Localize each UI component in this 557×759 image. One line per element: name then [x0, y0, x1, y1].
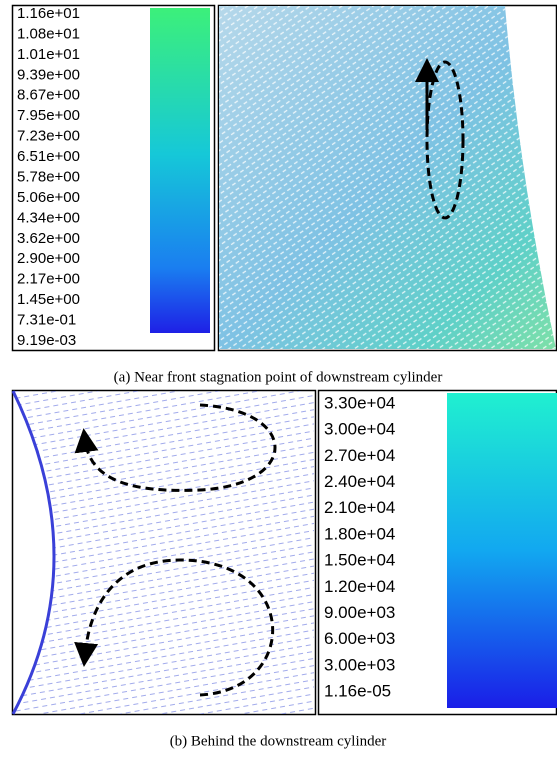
legend-label: 9.39e+00: [17, 66, 80, 83]
legend-labels: 1.16e+01 1.08e+01 1.01e+01 9.39e+00 8.67e+00…: [17, 5, 80, 349]
cylinder-wall: [11, 390, 56, 715]
legend-label: 6.51e+00: [17, 148, 80, 165]
vectors: [219, 6, 556, 349]
legend-label: 7.95e+00: [17, 107, 80, 124]
recirculation-path: [425, 60, 465, 220]
legend-label: 1.20e+04: [324, 577, 395, 596]
legend-label: 1.80e+04: [324, 524, 395, 543]
legend-label: 5.78e+00: [17, 168, 80, 185]
recirculation-path: [74, 403, 277, 492]
caption: (a) Near front stagnation point of downs…: [114, 369, 443, 385]
legend-label: 2.70e+04: [324, 446, 395, 465]
legend-label: 3.00e+04: [324, 420, 395, 439]
legend-label: 3.62e+00: [17, 230, 80, 247]
legend-label: 2.90e+00: [17, 250, 80, 267]
legend-label: 9.19e-03: [17, 332, 76, 349]
legend-labels: 3.30e+04 3.00e+04 2.70e+04 2.40e+04 2.10e+04…: [324, 393, 395, 700]
legend-label: 1.16e-05: [324, 681, 391, 700]
caption: (b) Behind the downstream cylinder: [170, 733, 387, 749]
colorbar: [447, 393, 557, 708]
legend-label: 3.30e+04: [324, 393, 395, 412]
legend-label: 8.67e+00: [17, 87, 80, 104]
panel-b: 3.30e+04 3.00e+04 2.70e+04 2.40e+04 2.10e+04…: [11, 389, 557, 749]
legend-label: 6.00e+03: [324, 629, 395, 648]
legend-label: 1.50e+04: [324, 551, 395, 570]
vectors: [13, 391, 314, 714]
legend-label: 2.10e+04: [324, 498, 395, 517]
colorbar: [150, 8, 210, 333]
legend-label: 7.23e+00: [17, 128, 80, 145]
recirculation-path: [74, 558, 275, 697]
legend-label: 2.40e+04: [324, 472, 395, 491]
panel-a: 1.16e+01 1.08e+01 1.01e+01 9.39e+00 8.67e+00…: [11, 4, 557, 385]
legend-label: 1.01e+01: [17, 46, 80, 63]
legend-label: 7.31e-01: [17, 312, 76, 329]
legend-label: 9.00e+03: [324, 603, 395, 622]
legend-label: 3.00e+03: [324, 655, 395, 674]
legend-label: 1.45e+00: [17, 291, 80, 308]
legend-label: 1.16e+01: [17, 5, 80, 22]
legend-label: 1.08e+01: [17, 25, 80, 42]
legend-label: 4.34e+00: [17, 209, 80, 226]
legend-label: 5.06e+00: [17, 189, 80, 206]
legend-label: 2.17e+00: [17, 271, 80, 288]
